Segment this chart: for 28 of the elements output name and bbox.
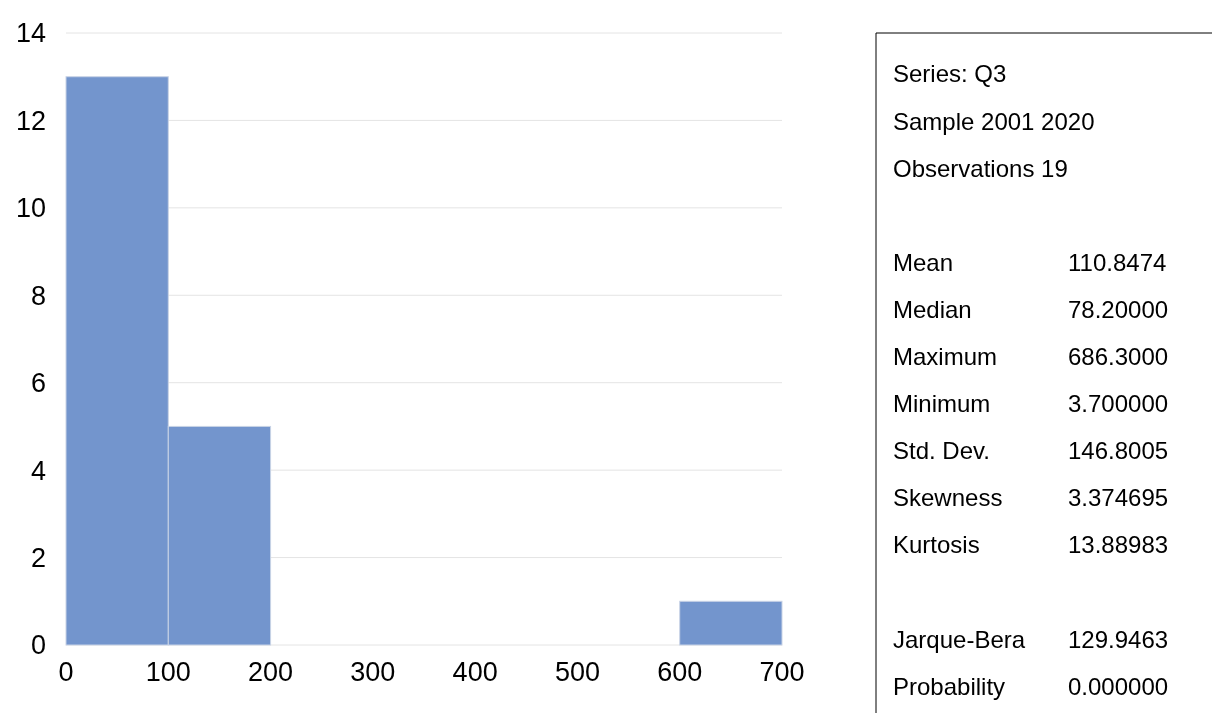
x-tick-label: 0: [58, 657, 74, 687]
text: Skewness 3.374695: [893, 484, 1169, 512]
text: Jarque-Bera 129.9463: [893, 625, 1169, 653]
text: Probability 0.000000: [893, 672, 1169, 700]
y-tick-label: 6: [30, 368, 46, 399]
y-tick-label: 12: [15, 105, 46, 136]
text: Std. Dev. 146.8005: [893, 437, 1169, 465]
text: Observations 19: [893, 154, 1068, 182]
y-tick-label: 8: [30, 280, 46, 311]
y-tick-label: 10: [15, 193, 46, 224]
x-tick-label: 300: [350, 657, 396, 687]
x-tick-label: 100: [145, 657, 191, 687]
x-tick-label: 700: [759, 657, 805, 687]
y-tick-label: 2: [30, 543, 46, 574]
text: Kurtosis 13.88983: [893, 531, 1169, 559]
text: Median 78.20000: [893, 295, 1169, 323]
text: Minimum 3.700000: [893, 390, 1169, 418]
x-tick-label: 200: [248, 657, 294, 687]
text: Series: Q3: [893, 60, 1007, 88]
y-tick-label: 14: [15, 18, 46, 49]
x-tick-label: 500: [554, 657, 600, 687]
y-tick-label: 4: [30, 455, 46, 486]
text: Maximum 686.3000: [893, 343, 1169, 370]
text: Mean 110.8474: [893, 248, 1167, 276]
x-tick-label: 600: [657, 657, 703, 687]
y-tick-label: 0: [30, 630, 46, 661]
text: Sample 2001 2020: [893, 107, 1095, 135]
x-tick-label: 400: [452, 657, 498, 687]
